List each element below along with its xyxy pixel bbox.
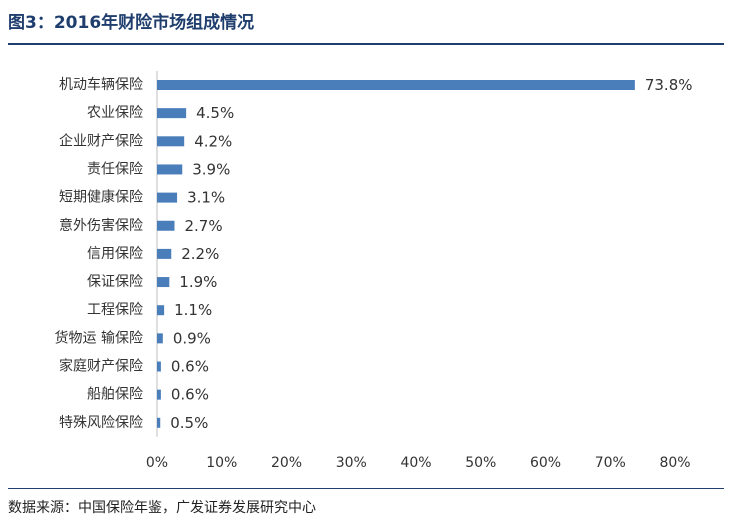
bar — [157, 192, 178, 203]
bar — [157, 108, 187, 119]
value-label: 2.2% — [181, 245, 219, 263]
chart-title: 图3：2016年财险市场组成情况 — [8, 13, 255, 33]
x-tick-label: 60% — [530, 455, 561, 471]
value-label: 1.9% — [179, 273, 217, 291]
value-label: 1.1% — [174, 301, 212, 319]
category-label: 农业保险 — [87, 105, 143, 121]
value-label: 4.2% — [194, 132, 232, 150]
value-label: 4.5% — [196, 104, 234, 122]
x-tick-label: 10% — [206, 455, 237, 471]
footer-divider — [8, 488, 724, 489]
bar — [157, 164, 183, 175]
source-note: 数据来源：中国保险年鉴，广发证券发展研究中心 — [8, 500, 316, 516]
value-label: 2.7% — [184, 217, 222, 235]
x-tick-label: 30% — [336, 455, 367, 471]
x-tick-label: 80% — [659, 455, 690, 471]
category-label: 保证保险 — [87, 274, 143, 290]
x-tick-label: 20% — [271, 455, 302, 471]
bar — [157, 248, 172, 259]
bar — [157, 136, 185, 147]
x-tick-label: 50% — [465, 455, 496, 471]
x-tick-label: 40% — [400, 455, 431, 471]
value-label: 0.6% — [171, 386, 209, 404]
title-divider — [8, 43, 724, 45]
value-label: 0.9% — [173, 329, 211, 347]
category-label: 信用保险 — [87, 246, 143, 262]
value-label: 3.1% — [187, 189, 225, 207]
category-label: 企业财产保险 — [59, 132, 143, 149]
value-label: 73.8% — [645, 76, 693, 94]
category-label: 意外伤害保险 — [59, 217, 143, 234]
bar — [157, 305, 165, 316]
category-label: 责任保险 — [87, 161, 143, 177]
bar — [157, 389, 161, 400]
value-label: 3.9% — [192, 160, 230, 178]
x-tick-label: 70% — [595, 455, 626, 471]
bar — [157, 80, 635, 90]
bar — [157, 361, 161, 372]
category-label: 家庭财产保险 — [59, 358, 143, 375]
category-label: 货物运 输保险 — [55, 329, 143, 346]
value-label: 0.6% — [171, 358, 209, 376]
bar — [157, 417, 161, 428]
bar — [157, 277, 170, 288]
bar — [157, 333, 163, 344]
category-label: 船舶保险 — [87, 387, 143, 403]
category-label: 特殊风险保险 — [59, 415, 143, 431]
value-label: 0.5% — [170, 414, 208, 432]
category-label: 短期健康保险 — [59, 189, 143, 206]
category-label: 机动车辆保险 — [59, 76, 143, 93]
x-tick-label: 0% — [146, 455, 168, 471]
category-label: 工程保险 — [87, 302, 143, 318]
bar — [157, 220, 175, 231]
